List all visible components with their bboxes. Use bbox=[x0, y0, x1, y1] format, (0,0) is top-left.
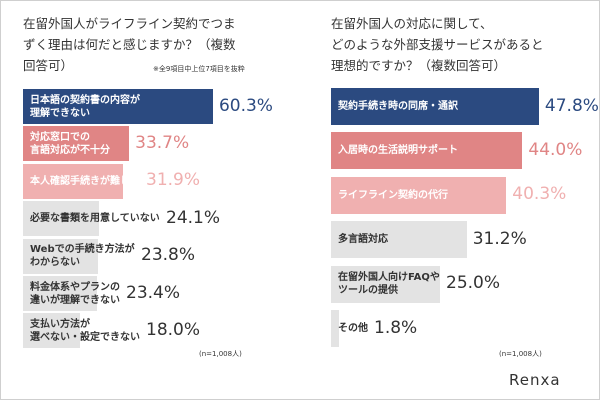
bar bbox=[331, 132, 523, 170]
category-label: ライフライン契約の代行 bbox=[338, 189, 448, 201]
value-label: 24.1% bbox=[166, 207, 221, 228]
bar bbox=[23, 163, 124, 199]
value-label: 33.7% bbox=[135, 132, 190, 153]
value-label: 31.9% bbox=[146, 170, 201, 191]
category-label: 入居時の生活説明サポート bbox=[338, 145, 458, 157]
bar bbox=[23, 201, 99, 237]
category-label: 本人確認手続きが難しい bbox=[30, 175, 140, 187]
logo: Renxa bbox=[509, 371, 561, 389]
value-label: 23.4% bbox=[126, 282, 181, 303]
category-label: 日本語の契約書の内容が 理解できない bbox=[30, 94, 140, 119]
value-label: 1.8% bbox=[374, 317, 418, 338]
bar bbox=[23, 89, 213, 124]
value-label: 18.0% bbox=[146, 319, 201, 340]
value-label: 31.2% bbox=[472, 228, 527, 249]
footnote: (n=1,008人) bbox=[499, 350, 542, 358]
value-label: 44.0% bbox=[528, 139, 583, 160]
chart-title: 在留外国人の対応に関して、 どのような外部支援サービスがあると 理想的ですか？（… bbox=[331, 16, 544, 73]
bar bbox=[331, 310, 339, 347]
value-label: 47.8% bbox=[544, 95, 599, 116]
bar bbox=[331, 88, 539, 125]
category-label: 支払い方法が 選べない・設定できない bbox=[30, 318, 140, 343]
category-label: 多言語対応 bbox=[338, 234, 388, 246]
bar bbox=[331, 176, 507, 214]
value-label: 23.8% bbox=[141, 245, 196, 266]
value-label: 40.3% bbox=[512, 184, 567, 205]
category-label: 在留外国人向けFAQや ツールの提供 bbox=[338, 272, 440, 297]
category-label: 料金体系やプランの 違いが理解できない bbox=[30, 281, 120, 306]
bar bbox=[23, 126, 130, 162]
bar bbox=[331, 265, 440, 303]
chart-title: 在留外国人がライフライン契約でつま ずく理由は何だと感じますか？（複数 回答可） bbox=[23, 16, 236, 73]
value-label: 25.0% bbox=[446, 273, 501, 294]
footnote: (n=1,008人) bbox=[199, 350, 242, 358]
chart-note: ※全9項目中上位7項目を抜粋 bbox=[153, 65, 245, 73]
category-label: 必要な書類を用意していない bbox=[30, 213, 160, 225]
category-label: その他 bbox=[338, 323, 368, 334]
bar bbox=[23, 313, 80, 349]
bar bbox=[23, 276, 97, 311]
bar bbox=[23, 238, 98, 274]
category-label: 契約手続き時の同席・通訳 bbox=[338, 101, 458, 112]
value-label: 60.3% bbox=[218, 95, 273, 116]
category-label: 対応窓口での 言語対応が不十分 bbox=[30, 131, 110, 156]
bar bbox=[331, 221, 467, 259]
category-label: Webでの手続き方法が わからない bbox=[30, 244, 135, 269]
